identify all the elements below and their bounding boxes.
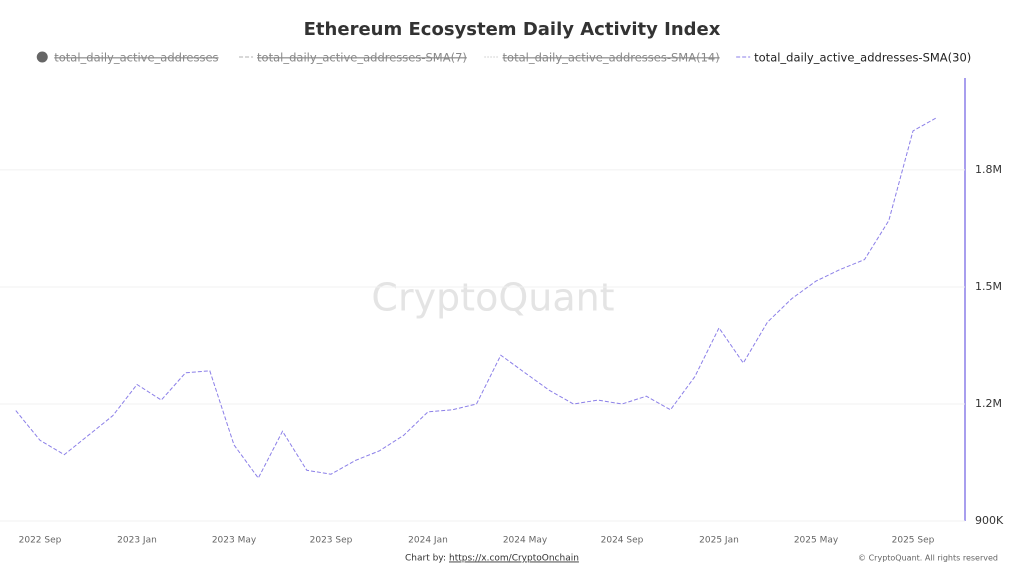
legend-label[interactable]: total_daily_active_addresses-SMA(30) xyxy=(754,51,971,65)
series-line xyxy=(15,116,938,480)
x-tick-label: 2024 Sep xyxy=(601,536,644,546)
x-tick-label: 2023 May xyxy=(212,536,257,546)
x-tick-label: 2023 Sep xyxy=(310,536,353,546)
x-tick-label: 2022 Sep xyxy=(19,536,62,546)
legend-marker xyxy=(36,51,48,63)
x-tick-label: 2024 Jan xyxy=(408,536,448,546)
watermark: CryptoQuant xyxy=(371,276,614,320)
x-tick-label: 2024 May xyxy=(503,536,548,546)
y-tick-label: 1.8M xyxy=(975,163,1002,176)
chart-title: Ethereum Ecosystem Daily Activity Index xyxy=(304,19,721,40)
y-tick-label: 1.2M xyxy=(975,397,1002,410)
y-tick-label: 1.5M xyxy=(975,280,1002,293)
legend-label[interactable]: total_daily_active_addresses-SMA(7) xyxy=(257,51,467,65)
x-tick-label: 2025 May xyxy=(794,536,839,546)
x-tick-label: 2025 Sep xyxy=(892,536,935,546)
legend-label[interactable]: total_daily_active_addresses xyxy=(54,51,218,65)
y-tick-label: 900K xyxy=(975,514,1004,527)
source-prefix: Chart by: xyxy=(405,554,446,564)
x-tick-label: 2023 Jan xyxy=(117,536,157,546)
legend-label[interactable]: total_daily_active_addresses-SMA(14) xyxy=(503,51,720,65)
copyright: © CryptoQuant. All rights reserved xyxy=(858,554,998,563)
source-link[interactable]: https://x.com/CryptoOnchain xyxy=(449,554,579,564)
x-tick-label: 2025 Jan xyxy=(699,536,739,546)
